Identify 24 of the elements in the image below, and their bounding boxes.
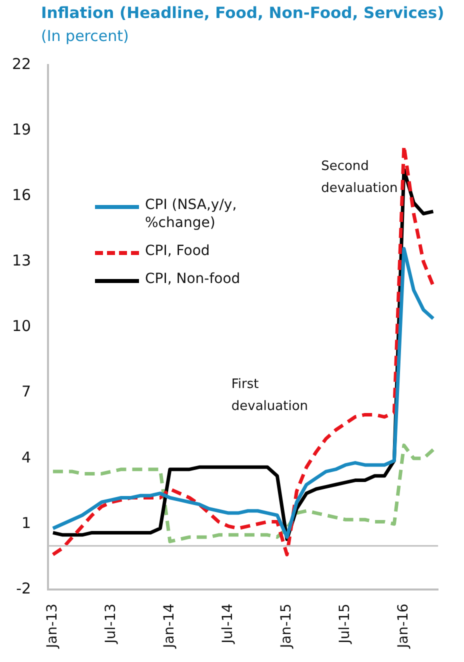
line-series: [51, 444, 435, 544]
y-tick-label: 7: [22, 382, 32, 401]
legend-label: CPI, Food: [145, 242, 211, 260]
x-tick-label: Jan-13: [44, 604, 61, 650]
annotation: Second devaluation: [321, 159, 398, 196]
y-tick-label: 16: [12, 186, 32, 204]
y-tick-label: 10: [12, 317, 32, 336]
y-tick-label: 19: [12, 120, 32, 138]
legend-label: CPI (NSA,y/y, %change): [145, 196, 238, 232]
x-tick-label: Jul-14: [220, 603, 236, 644]
y-tick-label: 13: [12, 252, 32, 270]
y-tick-label: 1: [22, 514, 32, 532]
x-tick-label: Jan-15: [278, 604, 295, 650]
y-tick-label: 22: [12, 54, 32, 73]
x-tick-label: Jan-16: [396, 603, 412, 650]
annotation: First devaluation: [231, 376, 308, 414]
x-tick-label: Jul-15: [337, 604, 354, 644]
y-tick-label: -2: [16, 579, 32, 598]
x-tick-label: Jan-14: [162, 603, 178, 650]
y-tick-label: 4: [22, 448, 32, 466]
x-tick-label: Jul-13: [103, 604, 120, 644]
legend-label: CPI, Non-food: [145, 270, 242, 288]
chart-subtitle: (In percent): [41, 27, 129, 45]
chart-title: Inflation (Headline, Food, Non-Food, Services): [41, 4, 444, 22]
